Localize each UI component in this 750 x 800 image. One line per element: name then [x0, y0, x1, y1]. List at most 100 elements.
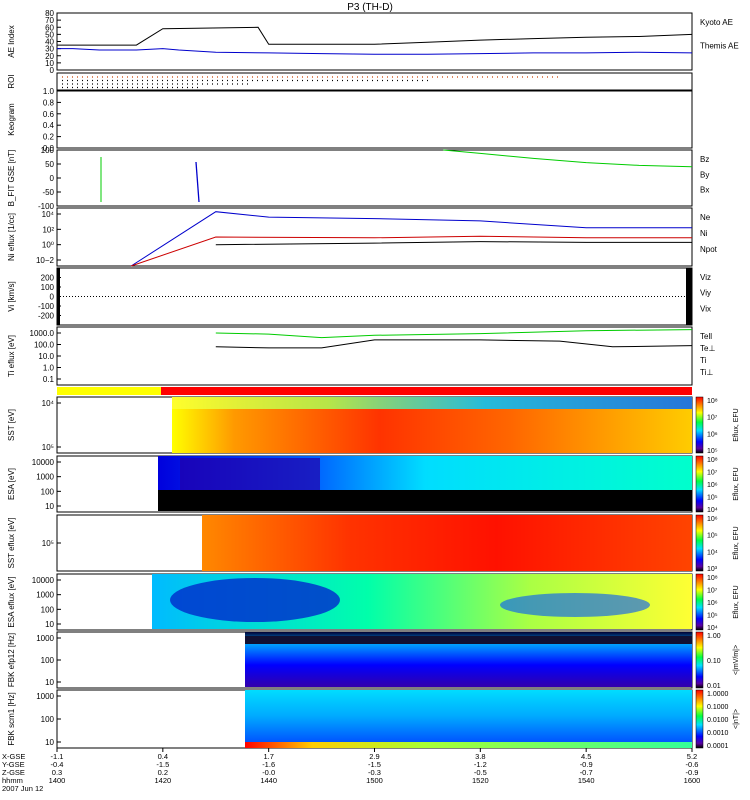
vi-legend-item: Viy: [700, 289, 711, 298]
esa1-colorbar: 10⁴ 10⁵ 10⁶ 10⁷ 10⁸ Eflux, EFU: [695, 455, 740, 514]
sst1-colorbar-tick: 10⁸: [707, 398, 718, 405]
panel-roi: ROI: [7, 72, 693, 91]
sst2-colorbar-tick: 10⁴: [707, 549, 718, 556]
time-row-value: 1420: [154, 776, 171, 785]
bfit-legend-item: Bx: [700, 186, 709, 195]
ti-legend-item: Ti⊥: [700, 368, 713, 377]
bfit-series-by: [443, 149, 693, 168]
time-row-value: -1.5: [368, 760, 381, 769]
esa2-tick-label: 10000: [32, 576, 55, 585]
ni-frame: [56, 207, 693, 267]
esa1-colorbar-tick: 10⁵: [707, 495, 718, 502]
time-date: 2007 Jun 12: [2, 784, 43, 793]
fbk2-colorbar-tick: 0.0010: [707, 730, 729, 737]
ae-tick-label: 40: [45, 38, 54, 47]
ae-legend-item: Kyoto AE: [700, 18, 733, 27]
vi-left-fill: [57, 268, 60, 325]
ni-tick-label: 10²: [42, 225, 54, 234]
time-row-label: X-GSE: [2, 752, 25, 761]
esa2-colorbar-tick: 10⁴: [707, 625, 718, 632]
vi-right-fill: [686, 268, 692, 325]
ae-tick-label: 30: [45, 45, 54, 54]
quality-bar-red: [161, 387, 692, 395]
fbk2-colorbar-tick: 0.0100: [707, 717, 729, 724]
sst1-tick-label: 10⁵: [42, 443, 54, 452]
esa2-colorbar: 10⁴ 10⁵ 10⁶ 10⁷ 10⁸ Eflux, EFU: [695, 573, 740, 632]
ti-tick-label: 100.0: [34, 341, 55, 350]
time-row-value: -1.5: [156, 760, 169, 769]
ni-series-npot: [215, 241, 692, 246]
sst1-colorbar-label: Eflux, EFU: [733, 408, 740, 441]
ae-tick-label: 10: [45, 59, 54, 68]
fbk1-colorbar-scale: [695, 631, 704, 689]
esa2-tick-label: 10: [45, 620, 54, 629]
ti-series-tell: [215, 339, 693, 349]
esa1-tick-label: 1000: [36, 473, 54, 482]
fbk1-tick-label: 10: [45, 678, 54, 687]
esa2-colorbar-label: Eflux, EFU: [733, 585, 740, 618]
ni-series-ne: [130, 235, 692, 267]
time-row-value: -1.6: [262, 760, 275, 769]
esa1-colorbar-label: Eflux, EFU: [733, 467, 740, 500]
fbk2-tick-label: 100: [41, 715, 55, 724]
ni-ylabel: Ni eflux [1/cc]: [7, 213, 16, 261]
time-row-value: 0.2: [158, 768, 168, 777]
spectrograms: [57, 387, 692, 748]
fbk1-band: [245, 636, 692, 644]
time-row-value: -0.0: [262, 768, 275, 777]
esa2-colorbar-scale: [695, 573, 704, 631]
time-row-value: 1540: [578, 776, 595, 785]
ni-series-ni: [130, 211, 692, 267]
sst1-colorbar-scale: [695, 396, 704, 454]
bfit-tick-label: 0: [50, 174, 55, 183]
time-row-value: 5.2: [687, 752, 697, 761]
fbk2-colorbar: 0.0001 0.0010 0.0100 0.1000 1.0000 <|nT|>: [695, 689, 740, 750]
ae-tick-label: 50: [45, 30, 54, 39]
vi-ylabel: Vi [km/s]: [7, 281, 16, 312]
esa1-colorbar-tick: 10⁸: [707, 457, 718, 464]
bfit-bx-spike: [195, 161, 200, 203]
fbk2-tick-label: 10: [45, 738, 54, 747]
time-row-label: hhmm: [2, 776, 23, 785]
fbk2-colorbar-scale: [695, 689, 704, 749]
colorbars: 10⁵ 10⁶ 10⁷ 10⁸ Eflux, EFU 10⁴ 10⁵ 10⁶ 10⁷ 10⁸ Efl…: [695, 396, 740, 750]
time-row-value: 2.9: [369, 752, 379, 761]
ti-tick-label: 10.0: [38, 352, 54, 361]
esa1-tick-label: 100: [41, 487, 55, 496]
ni-legend-item: Ni: [700, 229, 708, 238]
sst1-colorbar-tick: 10⁵: [707, 448, 718, 455]
fbk2-ylabel: FBK scm1 [Hz]: [7, 692, 16, 745]
ti-ylabel: Ti eflux [eV]: [7, 335, 16, 377]
keogram-tick-label: 0.0: [43, 144, 55, 153]
ae-series-themis-ae: [57, 26, 693, 46]
sst1-colorbar: 10⁵ 10⁶ 10⁷ 10⁸ Eflux, EFU: [695, 396, 740, 455]
bfit-tick-label: 100: [41, 146, 55, 155]
bfit-tick-label: 50: [45, 160, 54, 169]
ti-legend-item: Ti: [700, 356, 707, 365]
fbk2-colorbar-label: <|nT|>: [733, 709, 740, 729]
panel-keogram: Keogram 0.0 0.2 0.4 0.6 0.8 1.0: [7, 87, 693, 153]
esa2-colorbar-tick: 10⁸: [707, 575, 718, 582]
sst2-colorbar: 10³ 10⁴ 10⁵ 10⁶ Eflux, EFU: [695, 514, 740, 573]
esa2-colorbar-tick: 10⁵: [707, 613, 718, 620]
esa1-ylabel: ESA [eV]: [7, 468, 16, 500]
fbk1-tick-label: 100: [41, 656, 55, 665]
ti-legend-item: Te⊥: [700, 344, 715, 353]
sst1-tick-label: 10⁴: [42, 399, 55, 408]
fbk1-colorbar-tick: 0.01: [707, 683, 721, 690]
sst1-colorbar-tick: 10⁷: [707, 415, 718, 422]
sst1-ylabel: SST [eV]: [7, 409, 16, 441]
ti-legend-item: Tell: [700, 332, 712, 341]
keogram-ylabel: Keogram: [7, 103, 16, 136]
roi-markers: [62, 76, 560, 89]
time-row-value: 1500: [366, 776, 383, 785]
esa1-colorbar-scale: [695, 455, 704, 513]
time-row-value: -0.4: [51, 760, 64, 769]
esa1-colorbar-tick: 10⁴: [707, 507, 718, 514]
fbk1-colorbar-label: <|mV/m|>: [733, 645, 740, 675]
sst2-colorbar-label: Eflux, EFU: [733, 526, 740, 559]
time-row-value: 3.8: [475, 752, 485, 761]
time-row-value: 1.7: [263, 752, 273, 761]
ni-tick-label: 10−2: [36, 256, 55, 265]
